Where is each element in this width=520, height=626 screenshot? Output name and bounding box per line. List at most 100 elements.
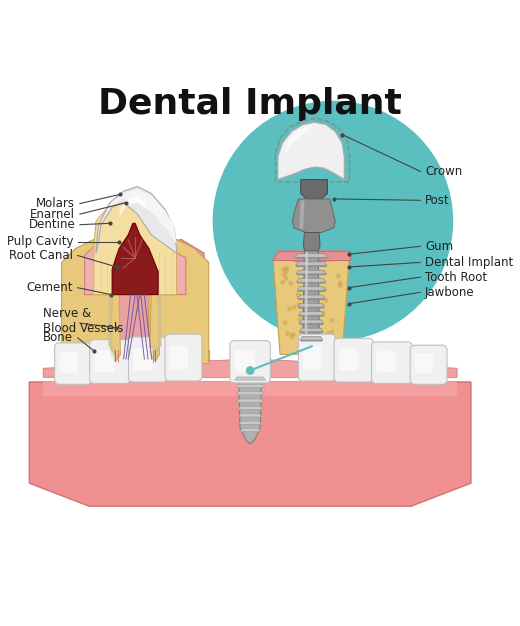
Polygon shape xyxy=(298,312,324,316)
Text: Dental Implant: Dental Implant xyxy=(425,256,513,269)
Circle shape xyxy=(286,332,290,336)
Circle shape xyxy=(213,101,452,341)
Polygon shape xyxy=(61,239,112,364)
FancyBboxPatch shape xyxy=(235,351,255,371)
Text: Molars: Molars xyxy=(36,197,75,210)
Circle shape xyxy=(246,367,254,374)
Text: Cement: Cement xyxy=(27,281,73,294)
Polygon shape xyxy=(299,324,324,325)
Text: Bone: Bone xyxy=(43,331,73,344)
Polygon shape xyxy=(295,257,328,259)
Text: Gum: Gum xyxy=(425,240,453,253)
Circle shape xyxy=(339,284,342,287)
Circle shape xyxy=(282,268,285,271)
Circle shape xyxy=(284,276,288,280)
Circle shape xyxy=(324,299,328,302)
Polygon shape xyxy=(304,336,318,356)
Polygon shape xyxy=(111,295,121,361)
Polygon shape xyxy=(239,373,262,444)
Polygon shape xyxy=(298,307,324,309)
Polygon shape xyxy=(296,282,326,284)
Circle shape xyxy=(282,273,286,276)
Circle shape xyxy=(317,334,320,337)
Circle shape xyxy=(321,312,325,316)
Circle shape xyxy=(323,287,327,291)
Circle shape xyxy=(330,319,334,322)
Polygon shape xyxy=(237,399,264,403)
FancyBboxPatch shape xyxy=(133,348,153,371)
Text: Crown: Crown xyxy=(425,165,462,178)
Polygon shape xyxy=(300,340,323,342)
Polygon shape xyxy=(300,336,323,340)
Circle shape xyxy=(299,305,303,309)
Polygon shape xyxy=(236,392,264,395)
Polygon shape xyxy=(239,428,261,432)
Circle shape xyxy=(317,336,321,340)
Polygon shape xyxy=(297,290,326,292)
Polygon shape xyxy=(297,287,326,290)
Polygon shape xyxy=(119,196,147,215)
Polygon shape xyxy=(238,414,262,417)
FancyBboxPatch shape xyxy=(376,351,396,372)
FancyBboxPatch shape xyxy=(128,337,167,382)
Polygon shape xyxy=(298,316,324,317)
Circle shape xyxy=(313,332,317,336)
Polygon shape xyxy=(150,295,160,361)
FancyBboxPatch shape xyxy=(89,340,130,383)
FancyBboxPatch shape xyxy=(372,342,412,383)
Polygon shape xyxy=(297,299,325,300)
Circle shape xyxy=(291,333,295,336)
Text: Pulp Cavity: Pulp Cavity xyxy=(7,235,73,248)
Polygon shape xyxy=(296,262,327,265)
Polygon shape xyxy=(300,328,323,332)
Polygon shape xyxy=(235,377,266,380)
Text: Jawbone: Jawbone xyxy=(425,286,475,299)
Circle shape xyxy=(316,344,320,348)
Polygon shape xyxy=(300,332,323,333)
FancyBboxPatch shape xyxy=(339,349,358,371)
Polygon shape xyxy=(303,251,319,352)
Text: Dental Implant: Dental Implant xyxy=(98,87,402,121)
Polygon shape xyxy=(151,295,161,359)
Polygon shape xyxy=(273,260,349,354)
FancyBboxPatch shape xyxy=(303,346,321,369)
FancyBboxPatch shape xyxy=(415,353,433,373)
Polygon shape xyxy=(149,239,209,364)
Polygon shape xyxy=(94,198,176,295)
Polygon shape xyxy=(109,295,119,359)
Circle shape xyxy=(288,307,292,310)
Polygon shape xyxy=(296,279,326,282)
Circle shape xyxy=(290,335,293,339)
Polygon shape xyxy=(272,251,350,260)
Circle shape xyxy=(298,317,302,321)
Polygon shape xyxy=(296,265,327,267)
FancyBboxPatch shape xyxy=(170,346,188,369)
Text: Nerve &
Blood Vessels: Nerve & Blood Vessels xyxy=(43,307,124,336)
Circle shape xyxy=(284,269,288,273)
Circle shape xyxy=(336,274,341,277)
Circle shape xyxy=(297,303,301,307)
Polygon shape xyxy=(278,122,344,180)
Circle shape xyxy=(292,305,296,309)
FancyBboxPatch shape xyxy=(59,352,77,373)
Circle shape xyxy=(298,304,302,308)
Polygon shape xyxy=(292,199,335,232)
Polygon shape xyxy=(239,421,262,424)
Polygon shape xyxy=(305,252,308,336)
Polygon shape xyxy=(237,406,263,409)
Polygon shape xyxy=(85,242,186,295)
Polygon shape xyxy=(299,320,324,324)
Polygon shape xyxy=(75,239,186,350)
Circle shape xyxy=(306,324,310,327)
Circle shape xyxy=(308,283,311,287)
Polygon shape xyxy=(296,274,327,275)
Polygon shape xyxy=(301,180,328,199)
Text: Dentine: Dentine xyxy=(29,218,75,231)
Polygon shape xyxy=(297,295,325,299)
Polygon shape xyxy=(43,359,457,377)
Circle shape xyxy=(316,272,320,275)
Circle shape xyxy=(304,326,307,329)
Polygon shape xyxy=(235,384,265,387)
Circle shape xyxy=(302,339,306,342)
FancyBboxPatch shape xyxy=(334,338,373,382)
